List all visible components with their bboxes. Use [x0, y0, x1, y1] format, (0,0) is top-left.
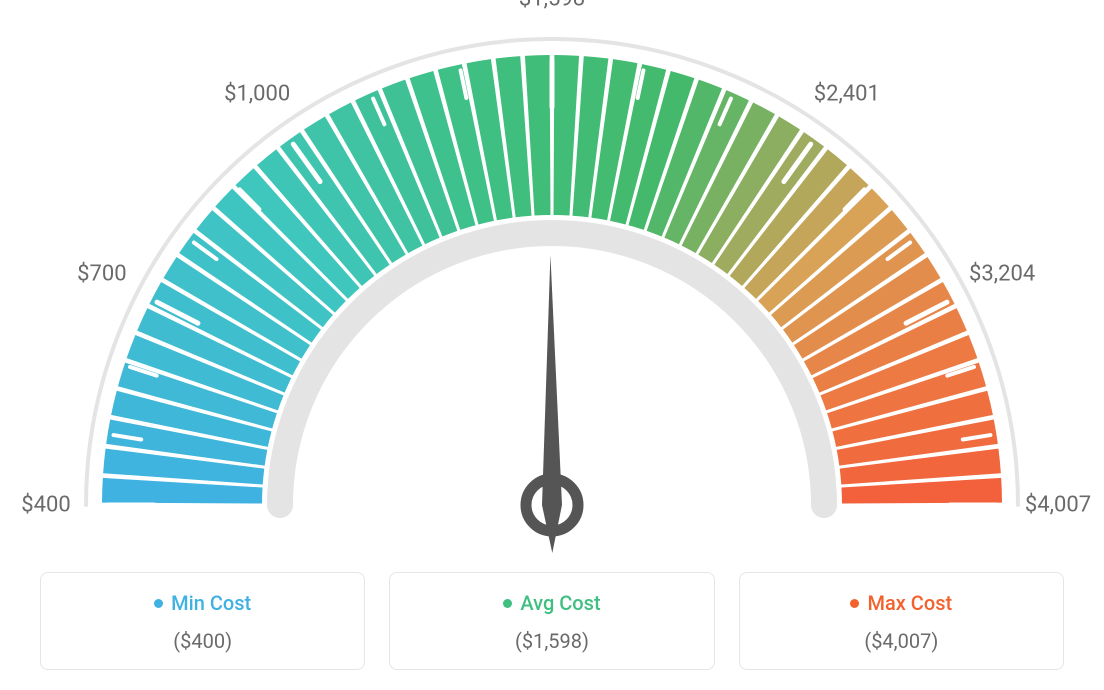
cost-gauge-chart: $400 $700 $1,000 $1,598 $2,401 $3,204 $4,007 M… — [0, 0, 1104, 690]
gauge-svg — [0, 0, 1104, 570]
legend-avg-header: Avg Cost — [503, 591, 600, 615]
legend-min-dot — [154, 599, 163, 608]
legend-min-header: Min Cost — [154, 591, 251, 615]
legend-avg-dot — [503, 599, 512, 608]
gauge-tick-label: $700 — [77, 261, 126, 286]
legend-card-avg: Avg Cost ($1,598) — [389, 572, 714, 670]
legend-card-max: Max Cost ($4,007) — [739, 572, 1064, 670]
gauge-tick-label: $1,000 — [224, 81, 290, 106]
legend-max-header: Max Cost — [850, 591, 952, 615]
legend-max-dot — [850, 599, 859, 608]
legend-row: Min Cost ($400) Avg Cost ($1,598) Max Co… — [0, 572, 1104, 670]
legend-max-label: Max Cost — [867, 591, 952, 615]
gauge-tick-label: $2,401 — [814, 81, 880, 106]
legend-card-min: Min Cost ($400) — [40, 572, 365, 670]
gauge-tick-label: $400 — [21, 493, 70, 518]
legend-avg-label: Avg Cost — [520, 591, 600, 615]
gauge-tick-label: $4,007 — [1025, 493, 1091, 518]
legend-min-label: Min Cost — [171, 591, 251, 615]
legend-avg-value: ($1,598) — [400, 629, 703, 653]
legend-min-value: ($400) — [51, 629, 354, 653]
gauge-tick-label: $3,204 — [969, 261, 1035, 286]
gauge-area: $400 $700 $1,000 $1,598 $2,401 $3,204 $4,007 — [0, 0, 1104, 570]
gauge-tick-label: $1,598 — [519, 0, 585, 12]
legend-max-value: ($4,007) — [750, 629, 1053, 653]
